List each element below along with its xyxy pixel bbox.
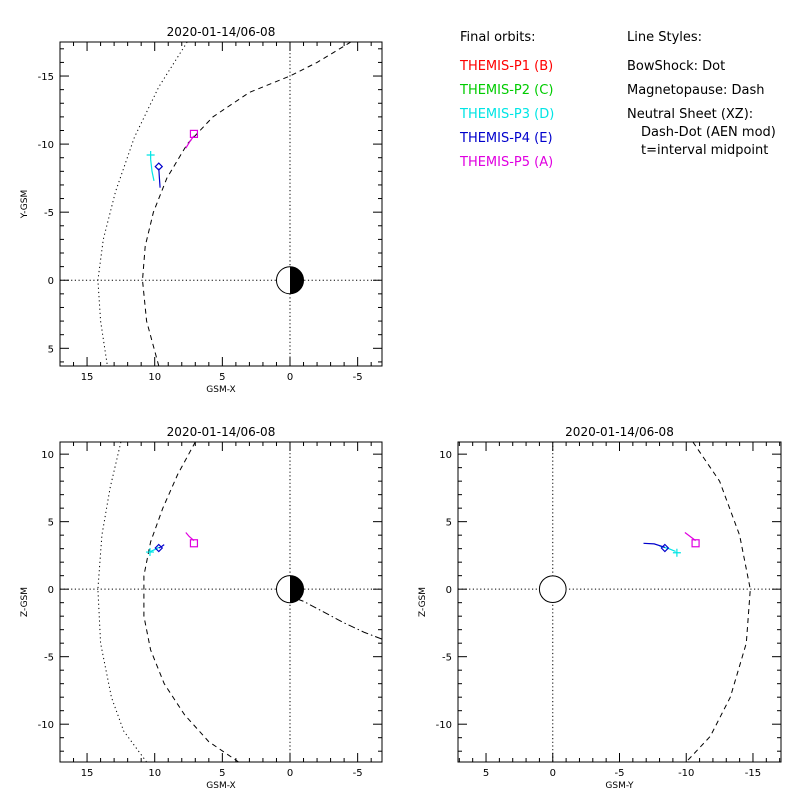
magnetopause-curve (141, 42, 352, 366)
plot-area (458, 442, 781, 762)
y-tick-label: -15 (38, 72, 54, 83)
x-tick-label: 5 (219, 372, 225, 383)
orbit-track (150, 546, 160, 552)
magnetopause-curve (143, 442, 239, 762)
plus-marker (146, 150, 155, 159)
legend-entry: THEMIS-P3 (D) (459, 107, 554, 122)
legend-heading: Final orbits: (460, 30, 536, 45)
orbit-track (150, 159, 155, 182)
line-style-entry: BowShock: Dot (627, 59, 725, 74)
x-tick-label: 0 (550, 768, 556, 779)
y-axis-label: Z-GSM (20, 587, 30, 617)
x-tick-label: -15 (745, 768, 761, 779)
chart-panel-2: 2020-01-14/06-08 GSM-X Z-GSM 15 10 5 0 -5 10 5 0 -5… (20, 425, 383, 791)
line-style-entry: Dash-Dot (AEN mod) (641, 125, 776, 140)
x-axis-label: GSM-X (206, 385, 235, 395)
x-tick-label: -5 (353, 768, 363, 779)
y-tick-label: -5 (442, 653, 452, 664)
line-styles-heading: Line Styles: (627, 30, 702, 45)
plot-frame (59, 441, 383, 763)
chart-title: 2020-01-14/06-08 (565, 425, 674, 439)
y-tick-label: 0 (48, 276, 54, 287)
x-tick-label: -10 (678, 768, 694, 779)
y-tick-label: 10 (439, 450, 452, 461)
y-tick-label: 5 (446, 518, 452, 529)
diamond-marker (660, 543, 670, 553)
y-tick-label: 5 (48, 518, 54, 529)
plus-marker (145, 548, 154, 557)
x-tick-label: -5 (353, 372, 363, 383)
y-axis-label: Z-GSM (418, 587, 428, 617)
square-marker (189, 129, 199, 138)
bow-shock-curve (97, 442, 148, 762)
plot-area (60, 42, 382, 366)
diamond-marker (154, 162, 164, 171)
earth-night-side (290, 575, 304, 603)
legend-entry: THEMIS-P4 (E) (459, 131, 553, 146)
legend-entry: THEMIS-P2 (C) (459, 83, 553, 98)
neutral-sheet-curve (283, 593, 382, 640)
y-tick-label: -10 (38, 140, 54, 151)
y-tick-label: 10 (41, 450, 54, 461)
y-tick-label: -5 (44, 208, 54, 219)
line-style-entry: Magnetopause: Dash (627, 83, 764, 98)
earth-icon (538, 575, 567, 604)
x-tick-label: 0 (287, 372, 293, 383)
square-marker (189, 539, 199, 548)
y-tick-label: 0 (446, 585, 452, 596)
y-tick-label: 5 (48, 344, 54, 355)
x-tick-label: 0 (287, 768, 293, 779)
x-axis-label: GSM-Y (605, 781, 634, 791)
earth-night-side (290, 266, 304, 294)
x-tick-label: 10 (148, 372, 161, 383)
x-tick-label: 15 (81, 372, 94, 383)
line-style-entry: t=interval midpoint (641, 143, 768, 158)
diamond-marker (154, 543, 164, 553)
chart-title: 2020-01-14/06-08 (167, 425, 276, 439)
magnetopause-curve (685, 442, 751, 762)
x-tick-label: 10 (148, 768, 161, 779)
orbit-track (158, 168, 161, 188)
bow-shock-curve (97, 42, 188, 366)
plot-frame (59, 41, 383, 367)
legend-entry: THEMIS-P5 (A) (459, 155, 553, 170)
line-styles-note: Line Styles: BowShock: Dot Magnetopause: D… (627, 30, 776, 158)
x-axis-label: GSM-X (206, 781, 235, 791)
y-tick-label: 0 (48, 585, 54, 596)
chart-title: 2020-01-14/06-08 (167, 25, 276, 39)
chart-panel-3: 2020-01-14/06-08 GSM-Y Z-GSM 5 0 -5 -10 -15 10 5 0… (418, 425, 782, 791)
x-tick-label: -5 (615, 768, 625, 779)
y-tick-label: -5 (44, 653, 54, 664)
square-marker (691, 539, 700, 548)
chart-panel-1: 2020-01-14/06-08 GSM-X Y-GSM 15 10 5 0 -5 -15 -10… (20, 25, 383, 395)
legend: Final orbits: THEMIS-P1 (B) THEMIS-P2 (C) T… (459, 30, 554, 170)
plot-area (60, 442, 382, 762)
y-tick-label: -10 (436, 720, 452, 731)
x-tick-label: 5 (483, 768, 489, 779)
orbit-track (643, 542, 666, 548)
plot-frame (457, 441, 782, 763)
plus-marker (672, 548, 681, 557)
legend-entry: THEMIS-P1 (B) (459, 59, 553, 74)
y-axis-label: Y-GSM (20, 190, 30, 219)
x-tick-label: 5 (219, 768, 225, 779)
x-tick-label: 15 (81, 768, 94, 779)
y-tick-label: -10 (38, 720, 54, 731)
line-style-entry: Neutral Sheet (XZ): (627, 107, 753, 122)
